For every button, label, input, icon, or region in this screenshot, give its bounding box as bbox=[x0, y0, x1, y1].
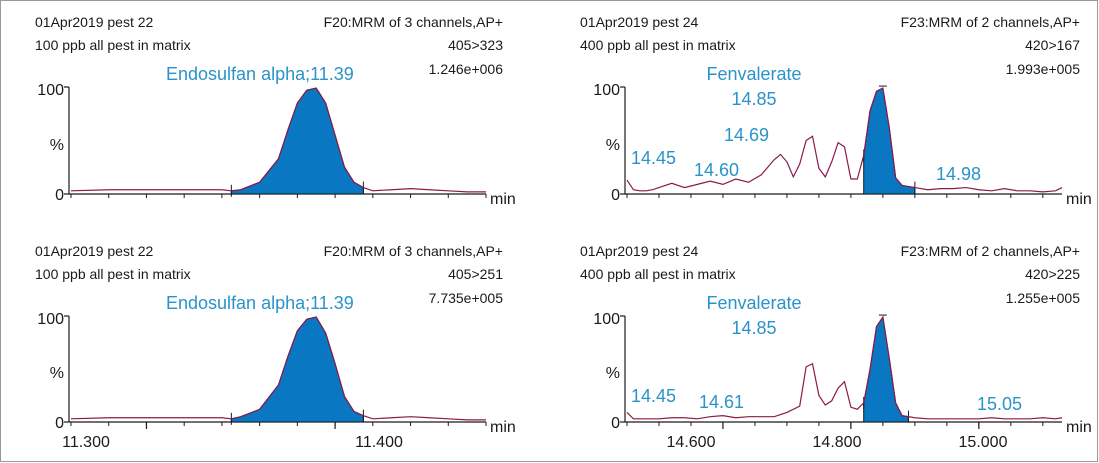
x-axis-unit: min bbox=[1066, 191, 1092, 208]
x-tick-label: 14.600 bbox=[667, 434, 716, 451]
plot-area bbox=[620, 314, 1063, 429]
y-label-100: 100 bbox=[37, 311, 64, 328]
intensity-label: 1.246e+006 bbox=[429, 61, 504, 77]
x-axis-unit: min bbox=[490, 419, 516, 436]
panel-top-right: 01Apr2019 pest 24 400 ppb all pest in ma… bbox=[580, 14, 1092, 208]
panel-bottom-left: 01Apr2019 pest 22 100 ppb all pest in ma… bbox=[35, 243, 516, 451]
peak-rt-label: 14.85 bbox=[731, 318, 776, 338]
y-label-percent: % bbox=[50, 137, 64, 154]
y-label-100: 100 bbox=[593, 311, 620, 328]
peak-compound-label: Fenvalerate bbox=[706, 64, 801, 84]
matrix-description: 400 ppb all pest in matrix bbox=[580, 37, 736, 53]
rt-annotation-15-05: 15.05 bbox=[977, 394, 1022, 414]
intensity-label: 1.993e+005 bbox=[1006, 61, 1081, 77]
function-label: F23:MRM of 2 channels,AP+ bbox=[901, 14, 1080, 30]
peak-compound-label: Fenvalerate bbox=[706, 293, 801, 313]
peak-label: Endosulfan alpha;11.39 bbox=[166, 64, 354, 84]
rt-annotation-14-61: 14.61 bbox=[699, 392, 744, 412]
x-tick-label: 11.300 bbox=[62, 434, 110, 451]
rt-annotation-14-69: 14.69 bbox=[724, 125, 769, 145]
sample-name: 01Apr2019 pest 24 bbox=[580, 14, 699, 30]
matrix-description: 400 ppb all pest in matrix bbox=[580, 266, 736, 282]
function-label: F20:MRM of 3 channels,AP+ bbox=[324, 14, 503, 30]
peak-rt-label: 14.85 bbox=[731, 89, 776, 109]
chromatogram-trace bbox=[70, 316, 486, 421]
x-tick-label: 14.800 bbox=[813, 434, 862, 451]
matrix-description: 100 ppb all pest in matrix bbox=[35, 37, 191, 53]
transition-label: 405>251 bbox=[448, 266, 503, 282]
integrated-peak-area bbox=[863, 87, 916, 195]
transition-label: 405>323 bbox=[448, 37, 503, 53]
chromatogram-trace bbox=[626, 315, 1063, 420]
matrix-description: 100 ppb all pest in matrix bbox=[35, 266, 191, 282]
y-label-0: 0 bbox=[55, 187, 64, 204]
sample-name: 01Apr2019 pest 24 bbox=[580, 243, 699, 259]
panel-top-left: 01Apr2019 pest 22 100 ppb all pest in ma… bbox=[35, 14, 516, 208]
chromatogram-trace bbox=[626, 87, 1063, 193]
y-label-0: 0 bbox=[55, 415, 64, 432]
y-label-percent: % bbox=[606, 137, 620, 154]
plot-area bbox=[64, 86, 487, 198]
x-axis-unit: min bbox=[490, 191, 516, 208]
intensity-label: 7.735e+005 bbox=[429, 290, 504, 306]
rt-annotation-14-45: 14.45 bbox=[631, 386, 676, 406]
rt-annotation-14-98: 14.98 bbox=[936, 164, 981, 184]
y-label-0: 0 bbox=[611, 187, 620, 204]
rt-annotation-14-45: 14.45 bbox=[631, 148, 676, 168]
y-label-percent: % bbox=[50, 365, 64, 382]
y-label-100: 100 bbox=[593, 82, 620, 99]
plot-area bbox=[64, 315, 487, 429]
sample-name: 01Apr2019 pest 22 bbox=[35, 243, 154, 259]
panel-bottom-right: 01Apr2019 pest 24 400 ppb all pest in ma… bbox=[580, 243, 1092, 451]
integrated-peak-area bbox=[230, 316, 364, 423]
transition-label: 420>225 bbox=[1025, 266, 1080, 282]
y-label-100: 100 bbox=[37, 82, 64, 99]
sample-name: 01Apr2019 pest 22 bbox=[35, 14, 154, 30]
x-axis-unit: min bbox=[1066, 419, 1092, 436]
transition-label: 420>167 bbox=[1025, 37, 1080, 53]
function-label: F23:MRM of 2 channels,AP+ bbox=[901, 243, 1080, 259]
function-label: F20:MRM of 3 channels,AP+ bbox=[324, 243, 503, 259]
peak-label: Endosulfan alpha;11.39 bbox=[166, 293, 354, 313]
rt-annotation-14-60: 14.60 bbox=[694, 160, 739, 180]
intensity-label: 1.255e+005 bbox=[1006, 290, 1081, 306]
x-tick-label: 15.000 bbox=[959, 434, 1008, 451]
y-label-percent: % bbox=[606, 365, 620, 382]
x-tick-label: 11.400 bbox=[355, 434, 403, 451]
y-label-0: 0 bbox=[611, 415, 620, 432]
chromatogram-trace bbox=[70, 87, 486, 193]
plot-area bbox=[620, 85, 1063, 198]
